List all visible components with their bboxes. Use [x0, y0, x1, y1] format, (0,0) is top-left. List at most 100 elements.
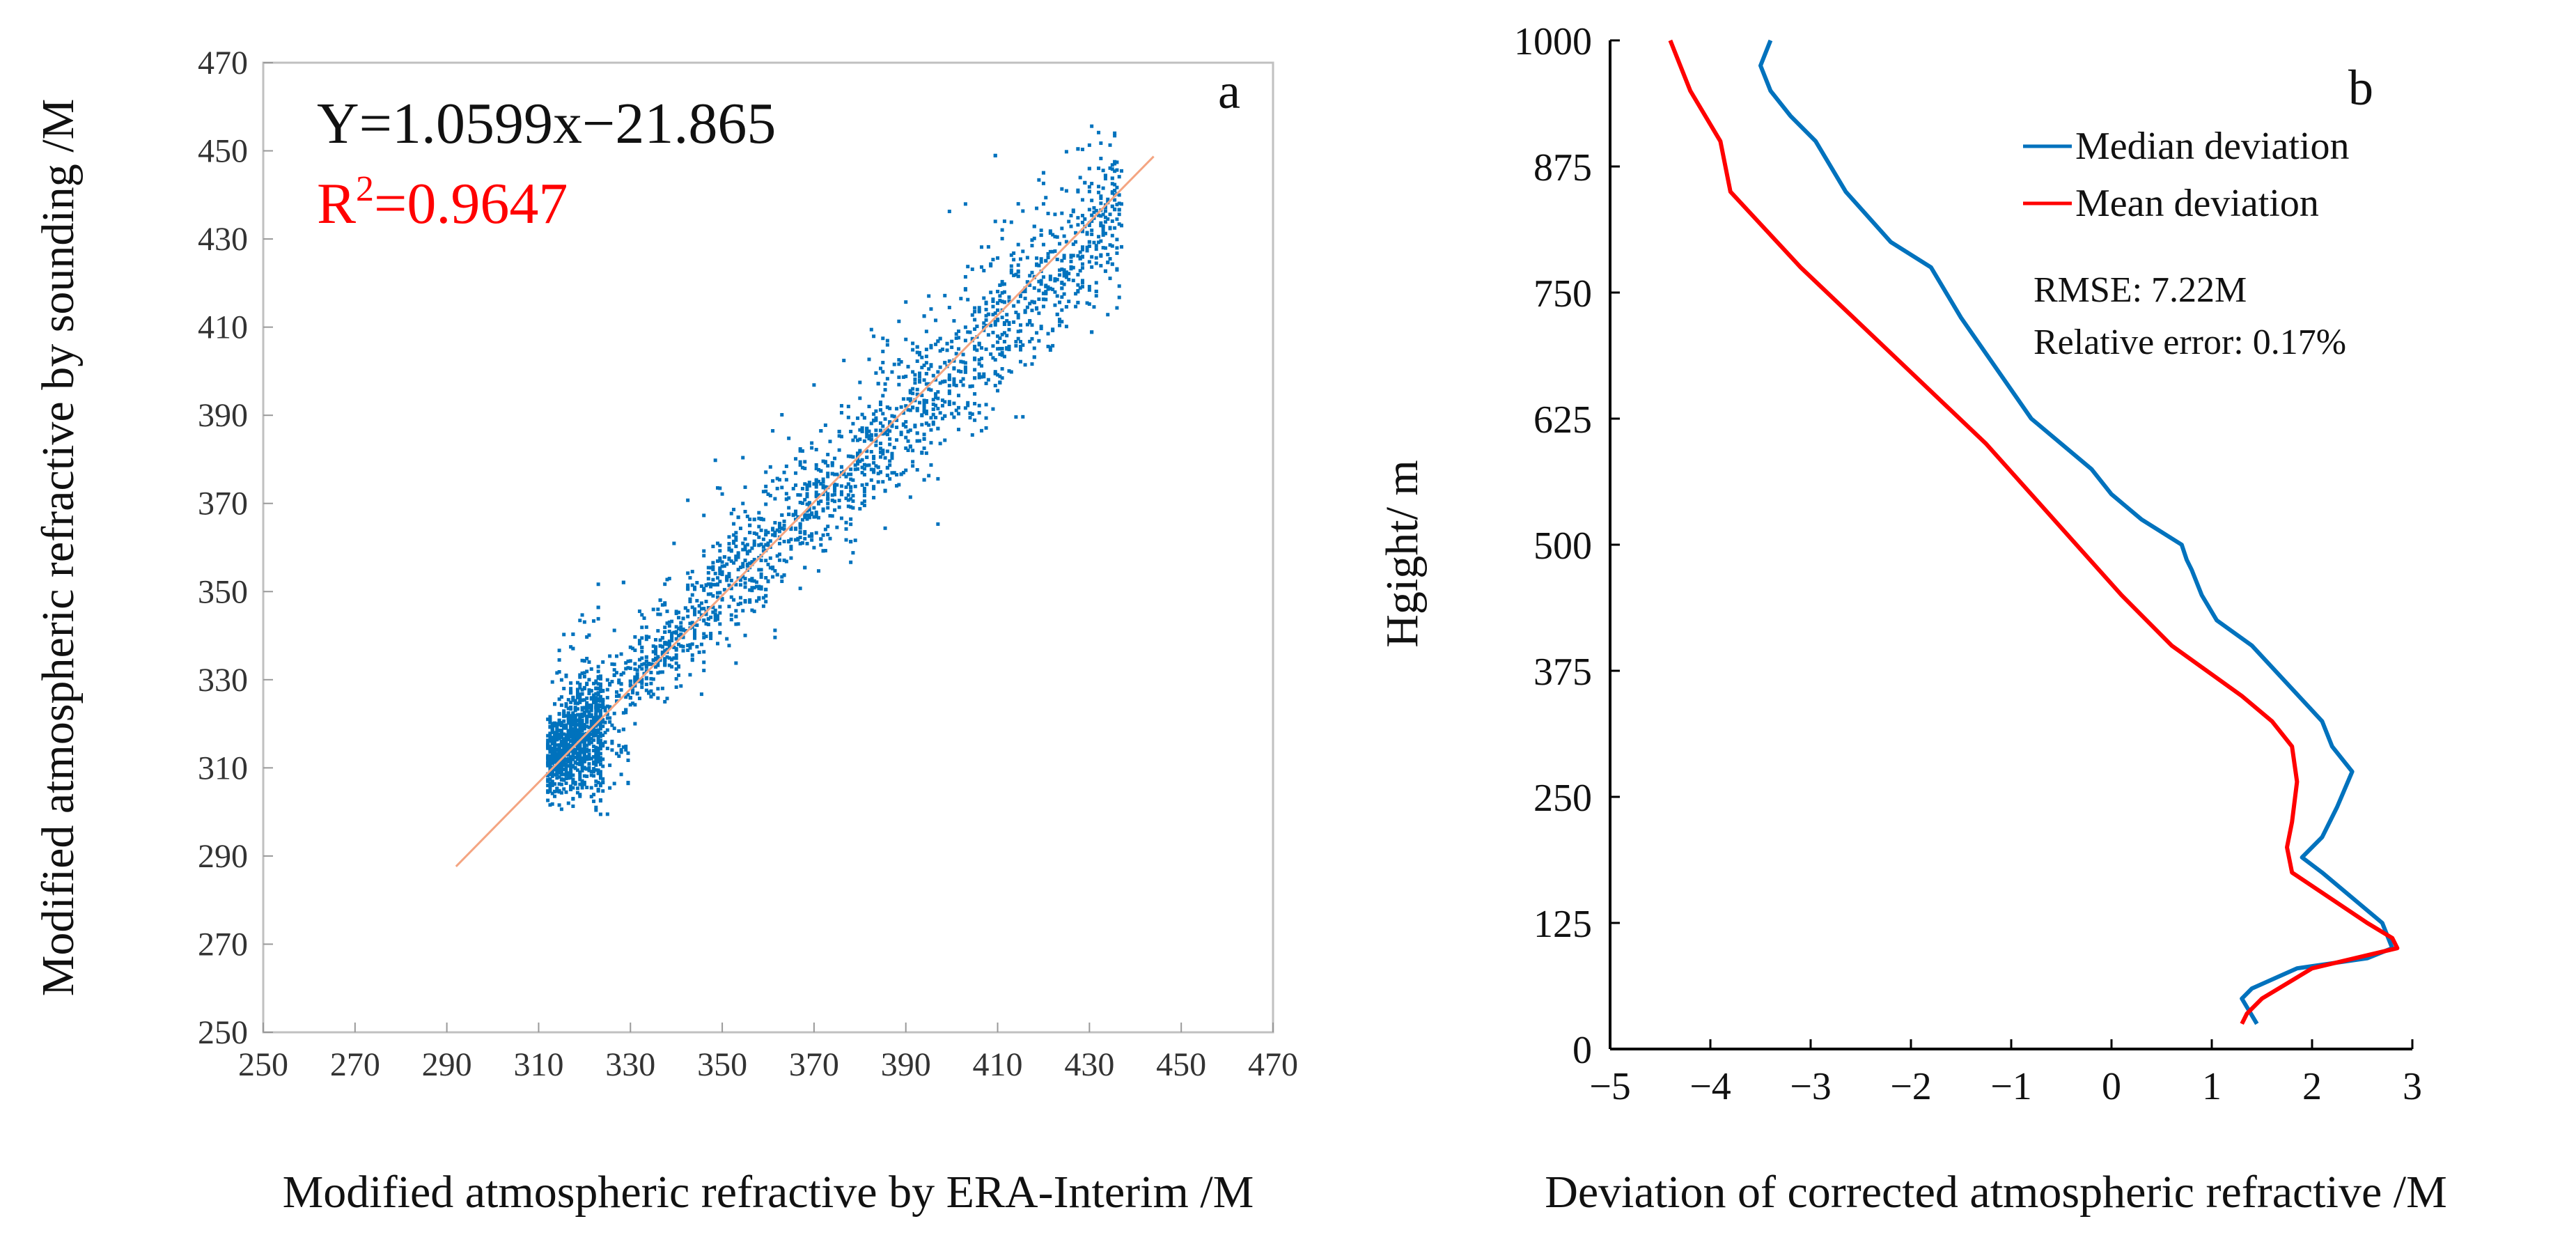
scatter-point [1101, 227, 1105, 231]
scatter-point [881, 451, 885, 456]
scatter-point [1120, 202, 1123, 206]
scatter-point [1080, 228, 1084, 233]
scatter-point [865, 482, 869, 486]
scatter-point [748, 523, 752, 527]
scatter-point [610, 748, 614, 752]
scatter-point [569, 691, 573, 695]
scatter-point [915, 350, 919, 355]
scatter-point [1087, 189, 1091, 194]
scatter-point [895, 473, 899, 477]
scatter-point [748, 561, 752, 566]
panel-b-x-ticks: −5 −4 −3 −2 −1 0 1 2 3 [1589, 1039, 2422, 1108]
scatter-point [936, 390, 940, 394]
scatter-point [890, 456, 894, 460]
scatter-point [725, 576, 729, 580]
scatter-point [562, 738, 566, 743]
scatter-point [562, 787, 566, 791]
scatter-point [555, 776, 559, 780]
panel-a-x-tick-label: 330 [605, 1046, 655, 1083]
scatter-point [989, 290, 993, 295]
scatter-point [596, 740, 600, 745]
scatter-point [807, 483, 811, 488]
scatter-point [702, 554, 706, 558]
scatter-point [619, 749, 623, 753]
scatter-point [968, 416, 972, 420]
scatter-point [869, 467, 873, 472]
scatter-point [768, 556, 772, 560]
panel-a-x-tick-label: 450 [1156, 1046, 1206, 1083]
scatter-point [608, 705, 612, 709]
scatter-point [947, 391, 951, 396]
scatter-point [688, 673, 692, 677]
scatter-point [575, 747, 579, 751]
scatter-point [922, 410, 926, 414]
scatter-point [709, 633, 713, 637]
scatter-point [580, 779, 584, 783]
scatter-point [566, 773, 570, 777]
scatter-point [548, 754, 552, 759]
scatter-point [803, 531, 807, 536]
scatter-point [800, 465, 804, 469]
scatter-point [578, 748, 582, 752]
scatter-point [598, 776, 602, 780]
scatter-point [828, 513, 832, 518]
scatter-point [970, 267, 974, 272]
scatter-point [582, 712, 586, 716]
scatter-point [1035, 256, 1039, 261]
scatter-point [557, 749, 561, 753]
panel-a-r-squared: R2=0.9647 [317, 169, 568, 236]
scatter-point [553, 702, 557, 706]
panel-b-x-tick-label: 3 [2403, 1065, 2422, 1108]
scatter-point [686, 609, 690, 613]
scatter-point [803, 482, 807, 486]
scatter-point [566, 717, 570, 721]
scatter-point [612, 668, 616, 672]
scatter-point [654, 646, 658, 650]
scatter-point [750, 608, 754, 612]
scatter-point [851, 499, 855, 503]
scatter-point [892, 414, 896, 419]
scatter-point [872, 469, 876, 473]
scatter-point [555, 671, 559, 675]
scatter-point [626, 758, 630, 762]
scatter-point [596, 768, 600, 772]
scatter-point [587, 754, 591, 759]
scatter-point [771, 528, 775, 532]
scatter-point [885, 343, 889, 347]
panel-b-y-tick-label: 750 [1533, 272, 1592, 316]
scatter-point [853, 538, 857, 543]
scatter-point [663, 582, 667, 587]
scatter-point [796, 538, 800, 542]
scatter-point [789, 527, 793, 531]
scatter-point [578, 775, 582, 779]
scatter-point [580, 768, 584, 772]
scatter-point [1110, 244, 1114, 248]
scatter-point [1087, 244, 1091, 248]
scatter-point [745, 552, 749, 556]
scatter-point [589, 736, 593, 740]
scatter-point [727, 605, 731, 609]
scatter-point [826, 492, 830, 496]
scatter-point [924, 451, 928, 456]
scatter-point [674, 609, 678, 614]
scatter-point [734, 535, 738, 539]
scatter-point [1002, 290, 1006, 294]
scatter-point [732, 522, 736, 526]
scatter-point [594, 760, 598, 764]
scatter-point [578, 619, 582, 623]
scatter-point [654, 652, 658, 656]
scatter-point [596, 722, 600, 727]
scatter-point [973, 327, 977, 332]
scatter-point [582, 724, 586, 729]
scatter-point [727, 547, 731, 552]
scatter-point [1000, 332, 1004, 336]
scatter-point [982, 325, 986, 329]
scatter-point [711, 582, 715, 587]
scatter-point [681, 635, 685, 639]
scatter-point [1039, 257, 1043, 261]
scatter-point [582, 659, 586, 663]
scatter-point [1021, 343, 1025, 347]
scatter-point [954, 336, 958, 340]
scatter-point [963, 367, 967, 371]
scatter-point [798, 522, 802, 526]
